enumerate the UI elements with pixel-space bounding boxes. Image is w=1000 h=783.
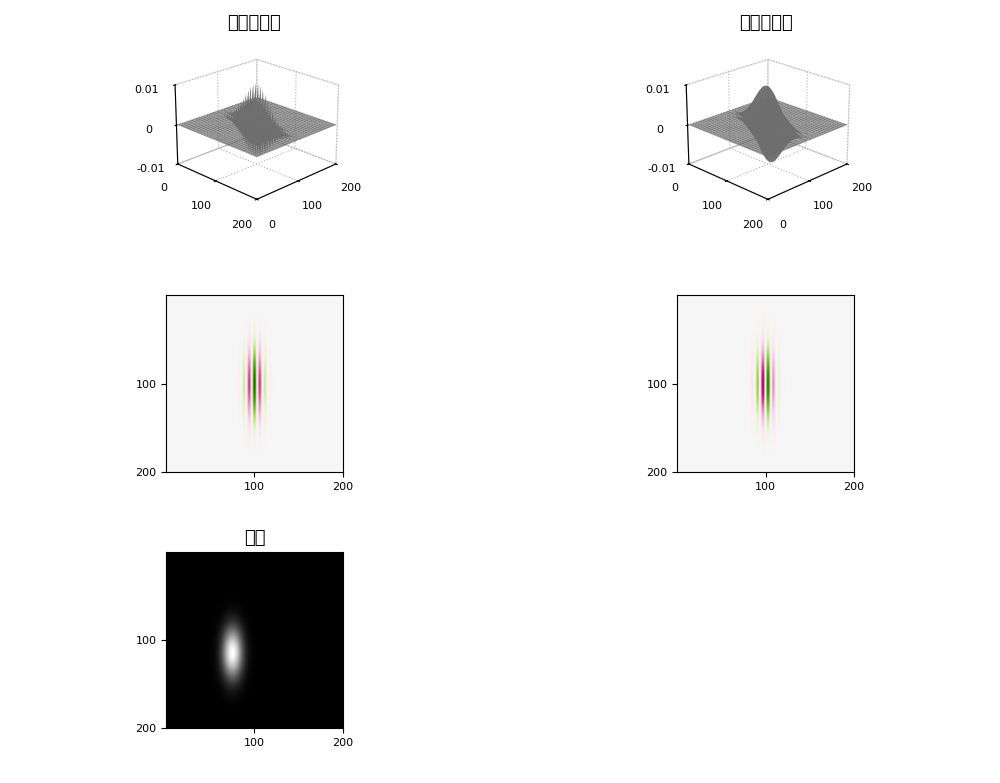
Title: 奇对称滤波: 奇对称滤波: [739, 14, 792, 32]
Title: 频域: 频域: [244, 529, 265, 547]
Title: 偶对称滤波: 偶对称滤波: [228, 14, 281, 32]
